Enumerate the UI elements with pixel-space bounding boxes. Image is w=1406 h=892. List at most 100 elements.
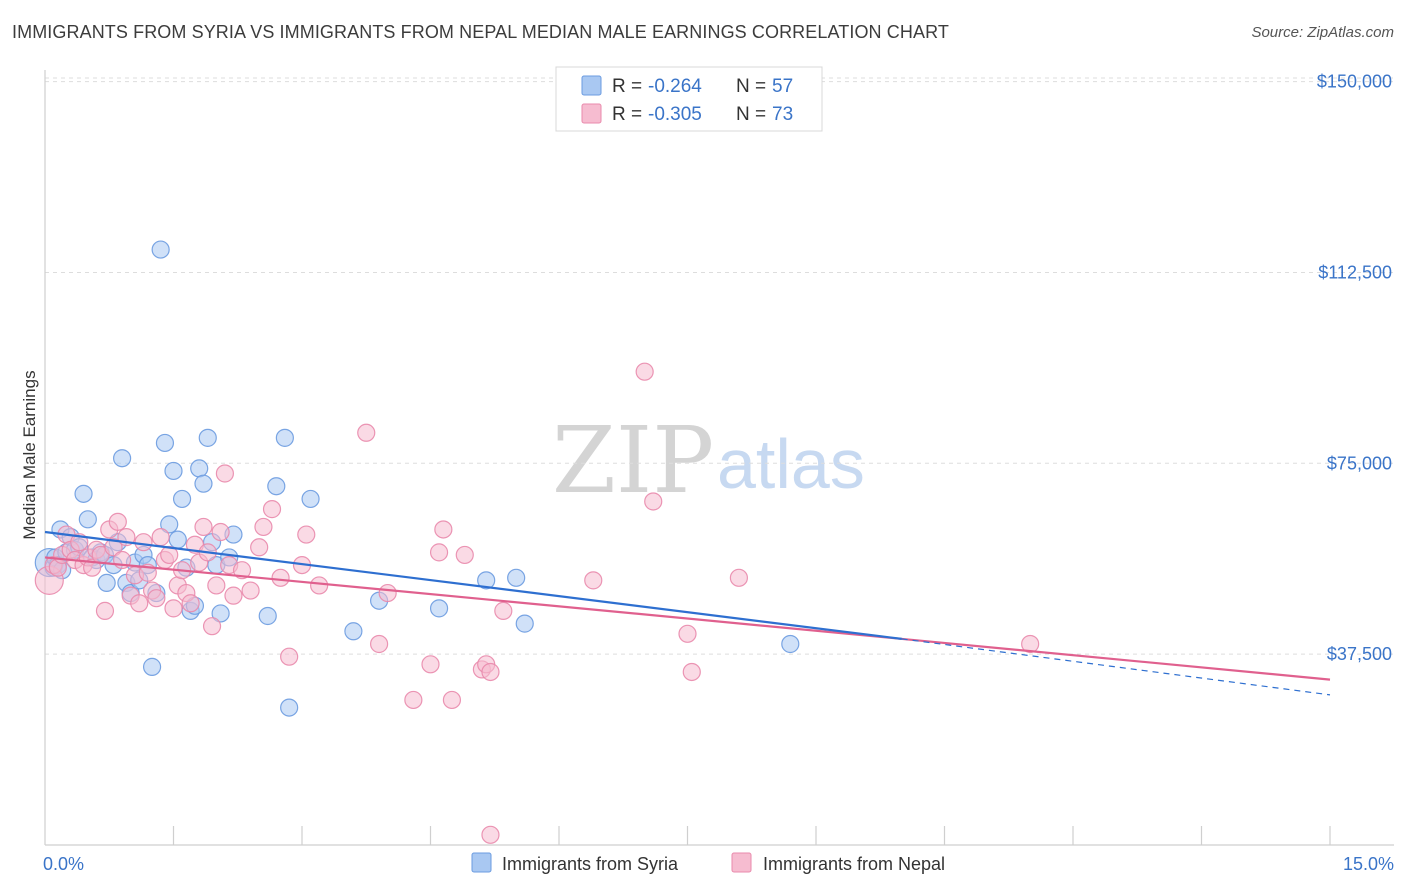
point-syria — [172, 489, 192, 509]
watermark-atlas: atlas — [717, 425, 865, 503]
point-nepal — [481, 825, 500, 844]
bottom-legend-label-nepal: Immigrants from Nepal — [763, 854, 945, 874]
point-syria — [275, 428, 294, 447]
y-axis-label: Median Male Earnings — [20, 370, 39, 539]
point-nepal — [254, 517, 273, 537]
point-nepal — [207, 576, 226, 595]
legend-r-value-syria: -0.264 — [648, 76, 702, 97]
point-nepal — [481, 662, 500, 682]
point-nepal — [455, 545, 474, 565]
point-nepal — [70, 533, 89, 552]
point-nepal — [232, 561, 252, 580]
point-syria — [155, 433, 175, 453]
bottom-legend-swatch-syria — [471, 852, 492, 873]
point-nepal — [442, 690, 462, 710]
point-nepal — [429, 543, 449, 562]
point-syria — [194, 474, 213, 493]
point-nepal — [151, 528, 170, 547]
point-syria — [190, 459, 209, 478]
point-nepal — [434, 520, 453, 539]
point-nepal — [271, 568, 290, 587]
point-nepal — [147, 589, 166, 608]
point-syria — [515, 614, 534, 633]
point-syria — [142, 657, 162, 676]
point-syria — [160, 515, 179, 534]
point-nepal — [421, 655, 440, 674]
legend-swatch-nepal — [581, 103, 602, 124]
point-nepal — [357, 423, 376, 442]
point-nepal — [678, 624, 697, 643]
y-tick-label: $37,500 — [1327, 644, 1392, 664]
watermark-zip: ZIP — [552, 407, 714, 514]
point-syria — [112, 449, 132, 468]
legend: R = -0.264 N = 57 R = -0.305 N = 73 — [555, 66, 823, 132]
legend-n-label-nepal: N = — [736, 104, 766, 125]
x-ticks — [172, 826, 1331, 845]
x-tick-label-max: 15.0% — [1343, 854, 1394, 874]
point-nepal — [215, 464, 234, 483]
point-nepal — [104, 538, 123, 557]
point-nepal — [682, 662, 701, 682]
bottom-legend-label-syria: Immigrants from Syria — [502, 854, 679, 874]
point-nepal — [262, 500, 282, 519]
y-tick-label: $150,000 — [1317, 72, 1392, 92]
chart-title: IMMIGRANTS FROM SYRIA VS IMMIGRANTS FROM… — [12, 22, 949, 42]
point-syria — [97, 573, 116, 593]
bottom-legend: Immigrants from Syria Immigrants from Ne… — [471, 852, 945, 874]
point-syria — [267, 477, 286, 496]
legend-n-value-syria: 57 — [772, 76, 793, 97]
point-nepal — [241, 581, 260, 600]
legend-swatch-syria — [581, 75, 602, 96]
legend-r-value-nepal: -0.305 — [648, 104, 702, 125]
point-syria — [211, 604, 230, 623]
point-nepal — [164, 599, 183, 618]
point-nepal — [250, 538, 269, 557]
point-syria — [781, 634, 800, 654]
point-nepal — [404, 690, 423, 710]
point-nepal — [297, 525, 316, 544]
point-syria — [78, 510, 97, 529]
point-syria — [280, 698, 299, 717]
trendline-syria — [44, 530, 902, 640]
point-nepal — [211, 522, 230, 542]
y-tick-label: $75,000 — [1327, 453, 1392, 473]
point-syria — [151, 240, 170, 259]
source-label: Source: ZipAtlas.com — [1251, 24, 1394, 41]
point-syria — [74, 484, 93, 503]
point-nepal — [181, 594, 200, 613]
point-nepal — [494, 601, 513, 620]
point-syria — [168, 530, 187, 549]
point-syria — [301, 489, 320, 509]
x-tick-label-min: 0.0% — [43, 854, 84, 874]
trendline-syria-extension — [901, 638, 1331, 696]
legend-n-label-syria: N = — [736, 76, 766, 97]
trendline-nepal — [44, 556, 1331, 681]
legend-r-label-nepal: R = — [612, 104, 642, 125]
point-nepal — [108, 512, 127, 531]
point-nepal — [370, 634, 389, 654]
point-nepal — [378, 583, 397, 603]
point-syria — [258, 606, 277, 626]
point-nepal — [224, 586, 243, 605]
legend-n-value-nepal: 73 — [772, 104, 793, 125]
point-nepal — [95, 601, 115, 620]
point-syria — [344, 622, 363, 641]
point-nepal — [194, 517, 213, 537]
y-tick-labels: $37,500 $75,000 $112,500 $150,000 — [1317, 72, 1392, 665]
point-syria — [164, 461, 183, 481]
y-tick-label: $112,500 — [1318, 262, 1392, 282]
point-syria — [477, 571, 496, 590]
point-nepal — [635, 362, 654, 381]
point-syria — [429, 599, 449, 618]
bottom-legend-swatch-nepal — [731, 852, 752, 873]
point-nepal — [310, 576, 329, 595]
point-nepal — [644, 492, 663, 511]
point-nepal — [280, 647, 299, 666]
legend-r-label-syria: R = — [612, 76, 642, 97]
point-nepal — [729, 568, 749, 587]
point-nepal — [584, 571, 603, 590]
point-nepal — [1021, 634, 1040, 654]
trendlines — [44, 530, 1331, 696]
point-nepal — [130, 594, 149, 613]
